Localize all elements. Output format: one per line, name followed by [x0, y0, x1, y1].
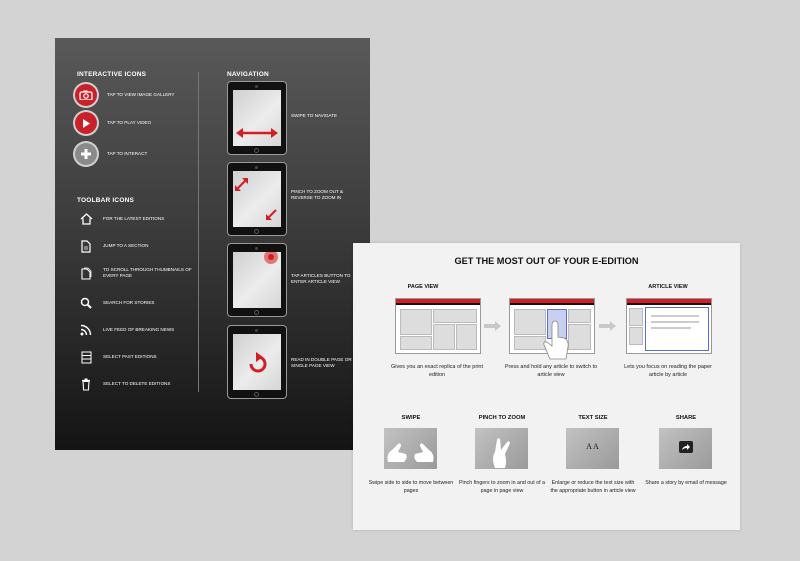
- plus-icon: [75, 143, 97, 165]
- text-size-title: TEXT SIZE: [578, 415, 608, 421]
- trash-icon: [79, 377, 93, 391]
- interactive-row-video: TAP TO PLAY VIDEO: [75, 112, 151, 134]
- arrow-right-icon: [484, 321, 501, 331]
- home-icon: [79, 212, 93, 226]
- arrow-right-icon: [599, 321, 616, 331]
- text-size-caption: Enlarge or reduce the text size with the…: [550, 480, 636, 494]
- pinch-zoom-title: PINCH TO ZOOM: [478, 415, 526, 421]
- nav-label-tap: TAP ARTICLES BUTTON TO ENTER ARTICLE VIE…: [291, 273, 351, 285]
- play-icon: [75, 112, 97, 134]
- editions-stack-icon: [79, 350, 93, 364]
- video-label: TAP TO PLAY VIDEO: [107, 119, 152, 125]
- swipe-title: SWIPE: [401, 415, 421, 421]
- text-size-glyph: A A: [586, 442, 599, 451]
- toolbar-row-section: JUMP TO A SECTION: [79, 239, 213, 253]
- toolbar-row-home: FOR THE LATEST EDITIONS: [79, 212, 213, 226]
- toolbar-row-delete: SELECT TO DELETE EDITIONS: [79, 377, 213, 391]
- swipe-hands-icon: [387, 443, 434, 462]
- article-view-mockup: [626, 298, 712, 354]
- document-icon: [79, 239, 93, 253]
- camera-icon: [75, 84, 97, 106]
- section-label: JUMP TO A SECTION: [103, 242, 149, 248]
- hand-touch-icon: [543, 320, 569, 360]
- share-icon: [679, 441, 693, 453]
- article-view-caption: Lets you focus on reading the paper arti…: [624, 364, 712, 378]
- pinch-illustration: [475, 428, 528, 469]
- search-icon: [79, 296, 93, 310]
- share-caption: Share a story by email of message: [645, 480, 727, 486]
- toolbar-row-rss: LIVE FEED OF BREAKING NEWS: [79, 323, 213, 337]
- search-label: SEARCH FOR STORIES: [103, 299, 155, 305]
- toolbar-icons-heading: TOOLBAR ICONS: [77, 197, 135, 204]
- interactive-row-gallery: TAP TO VIEW IMAGE GALLERY: [75, 84, 174, 106]
- tablet-swipe: [227, 81, 287, 155]
- rotate-icon: [249, 352, 267, 373]
- page-view-caption: Gives you an exact replica of the print …: [390, 364, 484, 378]
- swipe-caption: Swipe side to side to move between pages: [368, 480, 454, 494]
- nav-label-pinch: PINCH TO ZOOM OUT & REVERSE TO ZOOM IN: [291, 189, 344, 201]
- nav-label-rotate: READ IN DOUBLE PAGE OR SINGLE PAGE VIEW: [291, 357, 352, 369]
- past-editions-label: SELECT PAST EDITIONS: [103, 353, 157, 359]
- toolbar-row-past-editions: SELECT PAST EDITIONS: [79, 350, 213, 364]
- toolbar-row-thumbnails: TO SCROLL THROUGH THUMBNAILS OF EVERY PA…: [79, 266, 198, 280]
- share-illustration: [659, 428, 712, 469]
- delete-label: SELECT TO DELETE EDITIONS: [103, 380, 171, 386]
- press-hold-caption: Press and hold any article to switch to …: [504, 364, 598, 378]
- share-title: SHARE: [675, 415, 697, 421]
- nav-label-swipe: SWIPE TO NAVIGATE: [291, 113, 338, 118]
- eedition-guide-card: GET THE MOST OUT OF YOUR E-EDITION PAGE …: [353, 243, 740, 530]
- toolbar-row-search: SEARCH FOR STORIES: [79, 296, 213, 310]
- tablet-pinch: [227, 162, 287, 236]
- card-title: GET THE MOST OUT OF YOUR E-EDITION: [454, 256, 639, 266]
- tablet-rotate: [227, 325, 287, 399]
- gallery-label: TAP TO VIEW IMAGE GALLERY: [107, 91, 175, 97]
- column-divider: [198, 72, 199, 392]
- thumbnails-label: TO SCROLL THROUGH THUMBNAILS OF EVERY PA…: [103, 266, 192, 278]
- pinch-hand-icon: [493, 438, 510, 468]
- pinch-zoom-caption: Pinch fingers to zoom in and out of a pa…: [459, 480, 545, 494]
- rss-label: LIVE FEED OF BREAKING NEWS: [103, 326, 175, 332]
- tablet-tap: [227, 243, 287, 317]
- navigation-heading: NAVIGATION: [227, 71, 269, 78]
- interact-label: TAP TO INTERACT: [107, 150, 148, 156]
- text-size-illustration: A A: [566, 428, 619, 469]
- swipe-arrows-icon: [236, 128, 278, 138]
- article-view-title: ARTICLE VIEW: [648, 284, 688, 290]
- tap-highlight-icon: [264, 250, 278, 264]
- page-view-mockup: [395, 298, 481, 354]
- home-label: FOR THE LATEST EDITIONS: [103, 215, 165, 221]
- swipe-illustration: [384, 428, 437, 469]
- rss-icon: [79, 323, 93, 337]
- user-guide-panel: INTERACTIVE ICONS TAP TO VIEW IMAGE GALL…: [55, 38, 370, 450]
- interactive-icons-heading: INTERACTIVE ICONS: [77, 71, 147, 78]
- pinch-arrows-icon: [235, 178, 277, 220]
- press-hold-mockup: [509, 298, 595, 360]
- pages-icon: [79, 266, 93, 280]
- interactive-row-interact: TAP TO INTERACT: [75, 143, 147, 165]
- page-view-title: PAGE VIEW: [407, 284, 439, 290]
